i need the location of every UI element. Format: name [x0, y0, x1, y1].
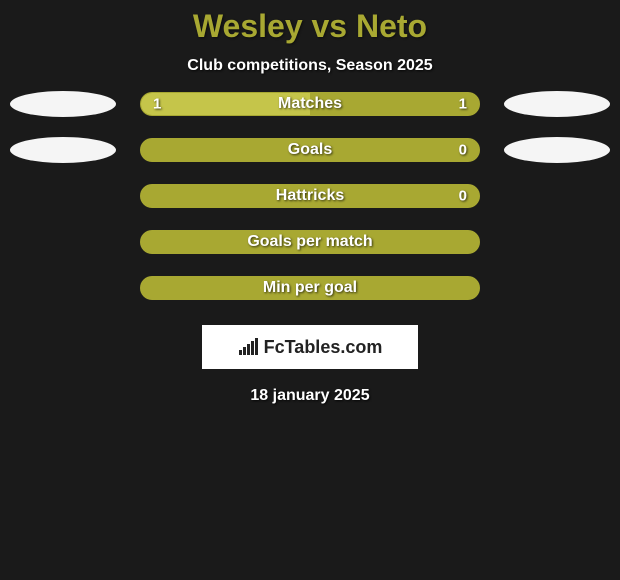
stat-label: Hattricks: [276, 187, 344, 205]
stat-row: Goals 0: [10, 127, 610, 173]
stat-row: Matches 1 1: [10, 81, 610, 127]
bars-icon: [238, 338, 260, 356]
brand-box: FcTables.com: [202, 325, 418, 369]
page-title: Wesley vs Neto: [0, 8, 620, 45]
subtitle: Club competitions, Season 2025: [0, 57, 620, 75]
stat-row: Hattricks 0: [10, 173, 610, 219]
date-text: 18 january 2025: [0, 387, 620, 405]
stat-label: Matches: [278, 95, 342, 113]
stat-bar: Min per goal: [140, 276, 480, 300]
stat-label: Goals per match: [247, 233, 372, 251]
stat-value-right: 0: [459, 142, 467, 159]
stat-value-right: 0: [459, 188, 467, 205]
stat-row: Goals per match: [10, 219, 610, 265]
brand-logo: FcTables.com: [238, 337, 383, 358]
stat-label: Min per goal: [263, 279, 357, 297]
stat-label: Goals: [288, 141, 332, 159]
player-left-marker: [10, 137, 116, 163]
comparison-infographic: Wesley vs Neto Club competitions, Season…: [0, 0, 620, 405]
stat-value-right: 1: [459, 96, 467, 113]
stat-bar: Matches 1 1: [140, 92, 480, 116]
player-right-marker: [504, 137, 610, 163]
stat-bar: Hattricks 0: [140, 184, 480, 208]
chart-area: Matches 1 1 Goals 0 Hattricks 0 Goals per match…: [0, 81, 620, 311]
stat-row: Min per goal: [10, 265, 610, 311]
stat-bar: Goals 0: [140, 138, 480, 162]
player-right-marker: [504, 91, 610, 117]
stat-bar: Goals per match: [140, 230, 480, 254]
player-left-marker: [10, 91, 116, 117]
stat-value-left: 1: [153, 96, 161, 113]
brand-text: FcTables.com: [264, 337, 383, 358]
